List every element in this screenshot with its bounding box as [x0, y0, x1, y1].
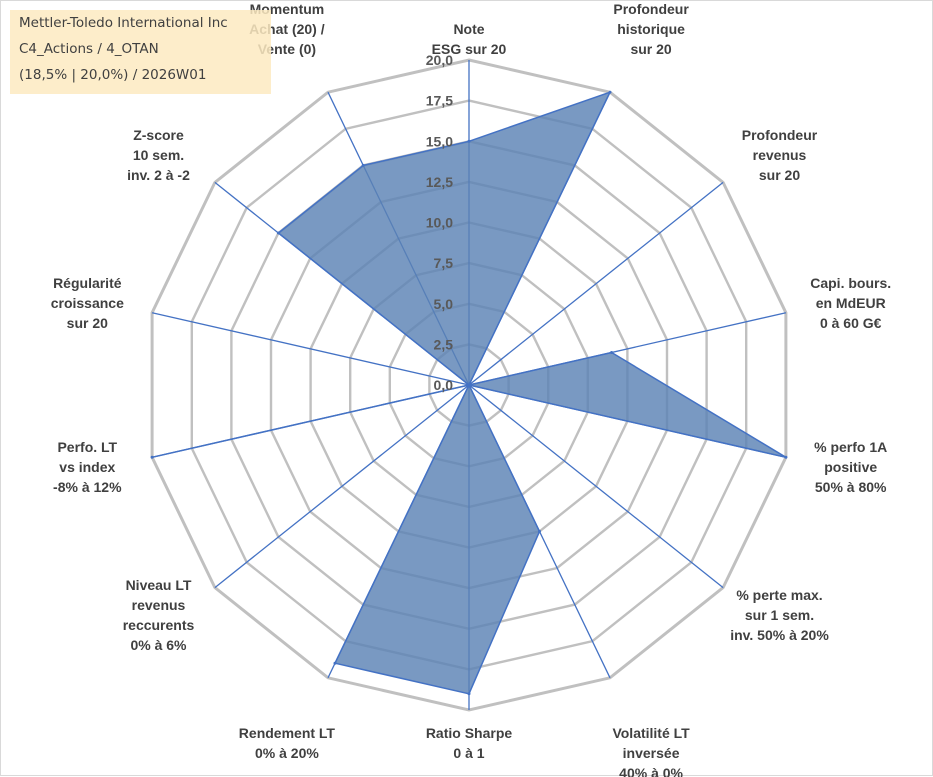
axis-label-line: revenus [753, 147, 807, 163]
tick-label: 0,0 [434, 377, 454, 393]
data-point [150, 455, 154, 459]
axis-label-line: positive [824, 459, 877, 475]
axis-label-line: inv. 2 à -2 [127, 167, 190, 183]
axis-spoke [468, 181, 724, 386]
axis-label-line: Profondeur [613, 1, 689, 17]
axis-label-line: inversée [623, 745, 680, 761]
data-point [538, 529, 541, 533]
axis-label: Note ESG sur 20 [432, 21, 507, 57]
axis-label-line: Ratio Sharpe [426, 725, 513, 741]
data-point [608, 90, 612, 94]
data-point [276, 231, 280, 235]
axis-label-line: Profondeur [742, 127, 818, 143]
tick-label: 10,0 [426, 215, 453, 231]
axis-label: Capi. bours. en MdEUR 0 à 60 G€ [810, 275, 891, 331]
axis-label-line: 40% à 0% [619, 765, 683, 777]
axis-spoke [468, 384, 724, 589]
axis-label-line: 10 sem. [133, 147, 184, 163]
axis-label-line: vs index [59, 459, 115, 475]
axis-label-line: sur 20 [67, 315, 108, 331]
axis-label: Z-score 10 sem. inv. 2 à -2 [127, 127, 190, 183]
tick-label: 20,0 [426, 52, 453, 68]
axis-label: Perfo. LT vs index -8% à 12% [53, 439, 122, 495]
axis-label-line: 0% à 6% [130, 637, 187, 653]
axis-label-line: Niveau LT [126, 577, 192, 593]
data-point [333, 661, 337, 665]
axis-label-line: sur 1 sem. [745, 607, 814, 623]
axis-label-line: ESG sur 20 [432, 41, 507, 57]
axis-label: Profondeur historique sur 20 [613, 1, 689, 57]
axis-label-line: sur 20 [630, 41, 671, 57]
data-point [467, 383, 471, 387]
data-point [467, 692, 471, 696]
axis-label-line: % perfo 1A [814, 439, 887, 455]
axis-label-line: inv. 50% à 20% [730, 627, 829, 643]
axis-label-line: Capi. bours. [810, 275, 891, 291]
data-point [361, 163, 365, 167]
axis-spoke [214, 384, 470, 589]
axis-label-line: Rendement LT [239, 725, 336, 741]
axis-label-line: 0 à 60 G€ [820, 315, 882, 331]
axis-label: % perfo 1A positive 50% à 80% [814, 439, 887, 495]
title-period: (18,5% | 20,0%) / 2026W01 [19, 67, 207, 83]
data-point [467, 139, 471, 143]
tick-label: 17,5 [426, 93, 453, 109]
axis-label-line: 0 à 1 [453, 745, 484, 761]
axis-label: Régularité croissance sur 20 [51, 275, 124, 331]
axis-label: Ratio Sharpe 0 à 1 [426, 725, 513, 761]
axis-label-line: historique [617, 21, 685, 37]
axis-label-line: -8% à 12% [53, 479, 122, 495]
chart-title-box: Mettler-Toledo International Inc C4_Acti… [10, 10, 271, 94]
tick-label: 5,0 [434, 296, 454, 312]
tick-label: 7,5 [434, 255, 454, 271]
title-company: Mettler-Toledo International Inc [19, 15, 228, 31]
axis-label-line: % perte max. [736, 587, 822, 603]
axis-label-line: Perfo. LT [57, 439, 117, 455]
tick-label: 12,5 [426, 174, 453, 190]
axis-label-line: 0% à 20% [255, 745, 319, 761]
axis-label: % perte max. sur 1 sem. inv. 50% à 20% [730, 587, 829, 643]
tick-label: 15,0 [426, 133, 453, 149]
axis-label-line: en MdEUR [816, 295, 886, 311]
axis-label-line: croissance [51, 295, 124, 311]
axis-label-line: revenus [132, 597, 186, 613]
axis-label-line: Volatilité LT [612, 725, 690, 741]
axis-spoke [151, 312, 470, 386]
axis-label-line: reccurents [123, 617, 195, 633]
data-series-polygon [151, 91, 787, 695]
axis-label-line: Vente (0) [258, 41, 316, 57]
axis-label-line: Régularité [53, 275, 122, 291]
axis-label: Profondeur revenus sur 20 [742, 127, 818, 183]
data-point [610, 351, 614, 354]
tick-label: 2,5 [434, 336, 454, 352]
axis-label-line: 50% à 80% [815, 479, 887, 495]
axis-label-line: sur 20 [759, 167, 800, 183]
data-point [784, 455, 788, 459]
title-portfolio: C4_Actions / 4_OTAN [19, 41, 159, 57]
axis-label: Niveau LT revenus reccurents 0% à 6% [123, 577, 195, 653]
axis-label-line: Z-score [133, 127, 184, 143]
axis-label: Rendement LT 0% à 20% [239, 725, 336, 761]
axis-label-line: Note [453, 21, 484, 37]
axis-label: Volatilité LT inversée 40% à 0% [612, 725, 690, 777]
